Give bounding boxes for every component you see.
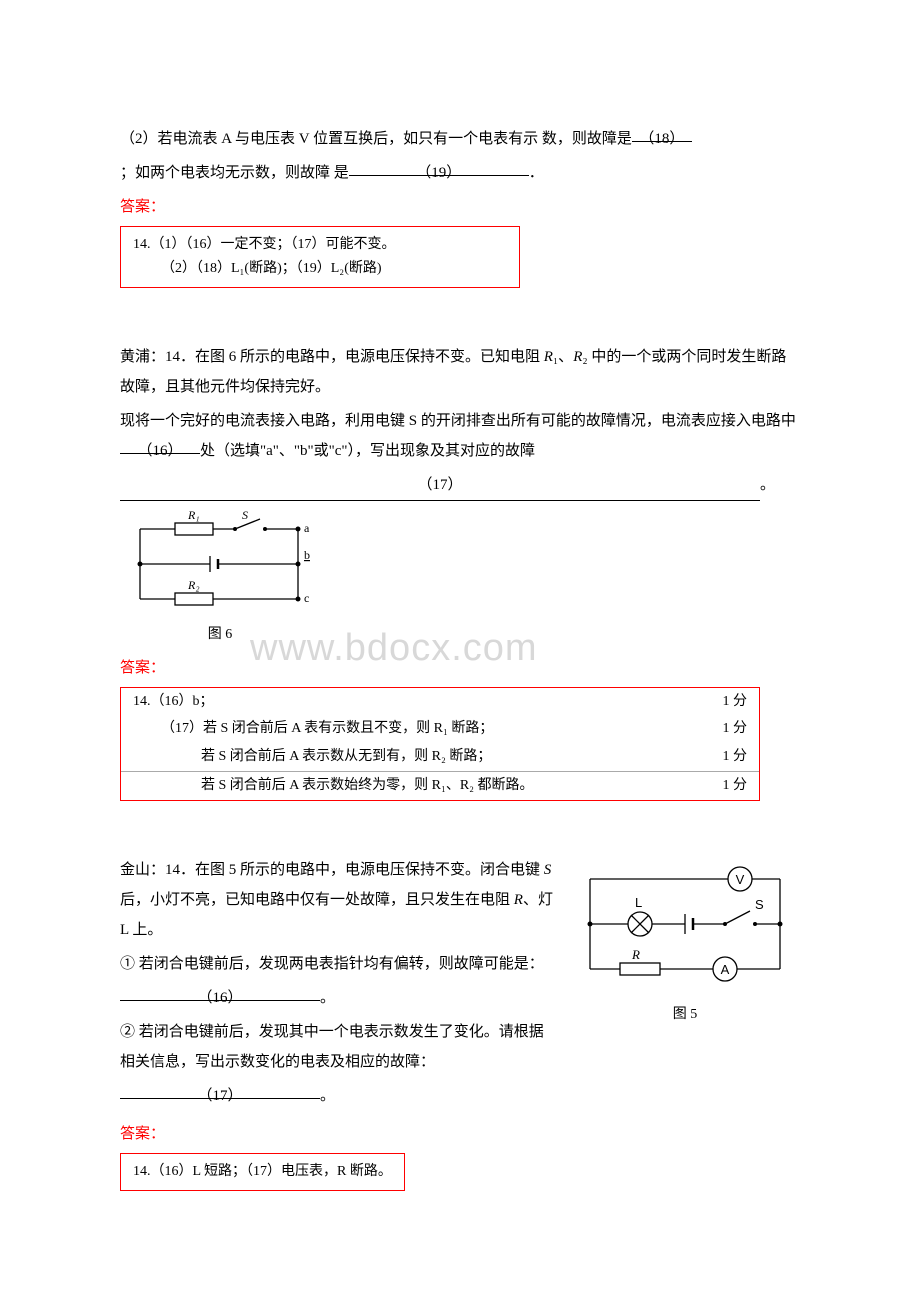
q3-s: S — [544, 862, 552, 878]
figure-6: R₁ S a b c R₂ 图 6 — [120, 509, 320, 649]
q1-ans-l1: 14.（1）（16）一定不变；（17）可能不变。 — [133, 233, 507, 257]
q3-period1: 。 — [320, 990, 335, 1006]
blank-16-q2: （16） — [120, 436, 200, 454]
fig6-c-label: c — [304, 591, 309, 605]
fig6-b-label: b — [304, 548, 310, 562]
q1-line2: ；如两个电表均无示数，则故障 是（19）． — [120, 158, 800, 188]
q2-ans-r3-right: 1 分 — [723, 745, 748, 769]
q2-ans-r2-right: 1 分 — [723, 717, 748, 741]
q3-blank17-line: （17）。 — [120, 1081, 800, 1111]
q1-line1: （2）若电流表 A 与电压表 V 位置互换后，如只有一个电表有示 数，则故障是（… — [120, 124, 800, 154]
fig6-caption: 图 6 — [120, 621, 320, 649]
q2-period: 。 — [760, 477, 775, 493]
q2-ans-r1-right: 1 分 — [723, 690, 748, 714]
circuit-svg-fig6: R₁ S a b c R₂ — [120, 509, 320, 619]
q2-answer-box: 14.（16）b； 1 分 （17）若 S 闭合前后 A 表有示数且不变，则 R… — [120, 687, 760, 801]
q3-answer-label: 答案： — [120, 1119, 800, 1149]
q1-answer-label: 答案： — [120, 192, 800, 222]
blank-17-q2: （17） — [120, 470, 760, 501]
q3-answer-box: 14.（16）L 短路；（17）电压表，R 断路。 — [120, 1153, 405, 1191]
q2-line2: 现将一个完好的电流表接入电路，利用电键 S 的开闭排查出所有可能的故障情况，电流… — [120, 406, 800, 466]
q3-ans: 14.（16）L 短路；（17）电压表，R 断路。 — [133, 1164, 392, 1179]
q2-prefix: 黄浦：14．在图 6 所示的电路中，电源电压保持不变。已知电阻 — [120, 349, 544, 365]
fig5-a-label: A — [721, 962, 730, 977]
blank-18: （18） — [632, 124, 692, 142]
blank-19: （19） — [349, 158, 529, 176]
q2-answer-label: 答案： — [120, 653, 800, 683]
q1-ans-l2: （2）（18）L₁(断路)；（19）L₂(断路) — [133, 257, 507, 281]
fig5-v-label: V — [736, 872, 745, 887]
fig6-r1-label: R₁ — [187, 509, 200, 522]
q2-line1: 黄浦：14．在图 6 所示的电路中，电源电压保持不变。已知电阻 R₁、R₂ 中的… — [120, 342, 800, 402]
q2-r1: R — [544, 349, 553, 365]
q3-block: V — [120, 855, 800, 1115]
figure-5: V — [570, 859, 800, 1029]
q3-period2: 。 — [320, 1088, 335, 1104]
q2-ans-row3: 若 S 闭合前后 A 表示数从无到有，则 R₂ 断路； 1 分 — [121, 743, 759, 771]
q1-line2-pre: ；如两个电表均无示数，则故障 是 — [120, 165, 349, 181]
circuit-svg-fig5: V — [570, 859, 800, 999]
q2-ans-r1-left: 14.（16）b； — [133, 690, 214, 714]
q2-line2-text: 现将一个完好的电流表接入电路，利用电键 S 的开闭排查出所有可能的故障情况，电流… — [120, 413, 796, 429]
q3-r: R — [514, 892, 523, 908]
q1-line1-text: （2）若电流表 A 与电压表 V 位置互换后，如只有一个电表有示 数，则故障是 — [120, 131, 632, 147]
fig6-s-label: S — [242, 509, 248, 522]
fig6-a-label: a — [304, 521, 310, 535]
q2-sep1: 、 — [558, 349, 573, 365]
fig5-l-label: L — [635, 895, 642, 910]
q2-ans-row2: （17）若 S 闭合前后 A 表有示数且不变，则 R₁ 断路； 1 分 — [121, 715, 759, 743]
fig5-caption: 图 5 — [570, 1001, 800, 1029]
q1-answer-box: 14.（1）（16）一定不变；（17）可能不变。 （2）（18）L₁(断路)；（… — [120, 226, 520, 288]
q2-ans-row1: 14.（16）b； 1 分 — [121, 688, 759, 716]
q3-prefix: 金山：14．在图 5 所示的电路中，电源电压保持不变。闭合电键 — [120, 862, 544, 878]
q2-blank17-line: （17）。 — [120, 470, 800, 501]
fig5-s-label: S — [755, 897, 764, 912]
q3-mid1: 后，小灯不亮，已知电路中仅有一处故障，且只发生在电阻 — [120, 892, 514, 908]
q2-r2: R — [573, 349, 582, 365]
q2-ans-r4-right: 1 分 — [723, 774, 748, 798]
q2-line2-post: 处（选填"a"、"b"或"c"），写出现象及其对应的故障 — [200, 443, 535, 459]
fig5-r-label: R — [631, 947, 640, 962]
q2-ans-r2-left: （17）若 S 闭合前后 A 表有示数且不变，则 R₁ 断路； — [133, 717, 493, 741]
q1-line2-post: ． — [529, 165, 544, 181]
q2-ans-r4-left: 若 S 闭合前后 A 表示数始终为零，则 R₁、R₂ 都断路。 — [133, 774, 534, 798]
fig6-r2-label: R₂ — [187, 578, 200, 592]
blank-16-q3: （16） — [120, 983, 320, 1001]
blank-17-q3: （17） — [120, 1081, 320, 1099]
q2-ans-r3-left: 若 S 闭合前后 A 表示数从无到有，则 R₂ 断路； — [133, 745, 491, 769]
q2-ans-row4: 若 S 闭合前后 A 表示数始终为零，则 R₁、R₂ 都断路。 1 分 — [121, 771, 759, 800]
